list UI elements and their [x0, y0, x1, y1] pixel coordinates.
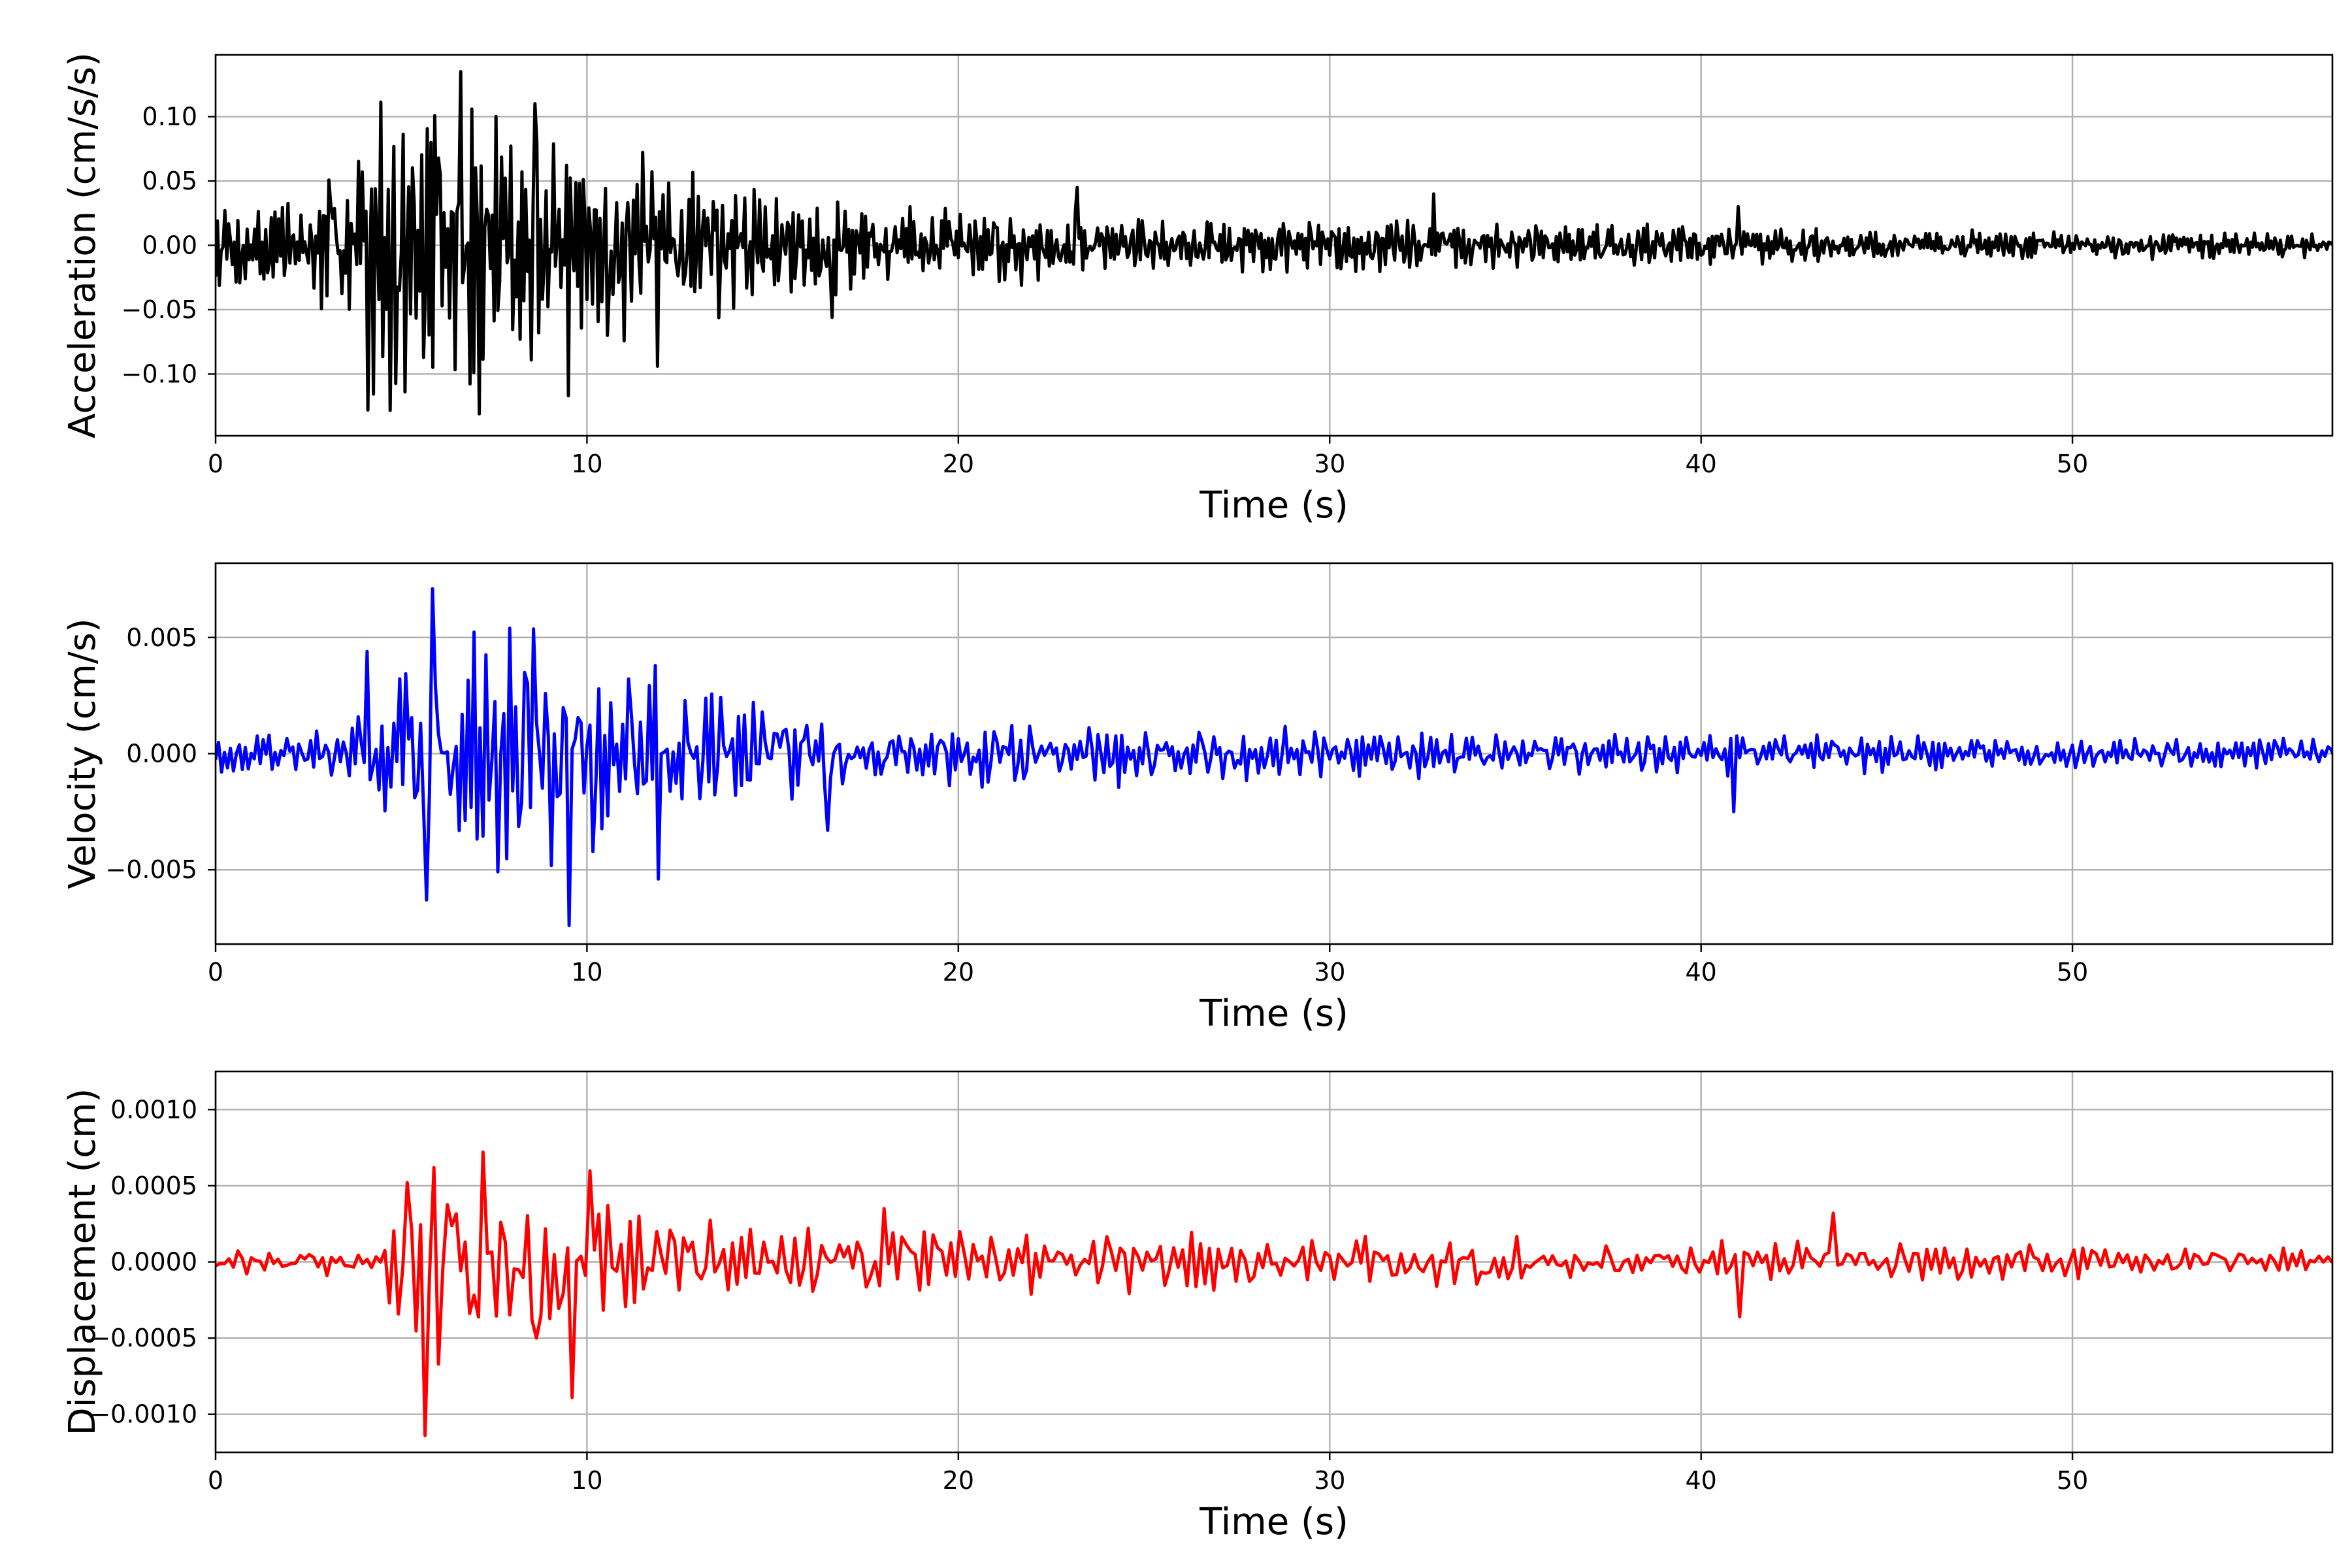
acceleration-series-line [216, 70, 2332, 416]
acceleration-y-tick-label: 0.05 [142, 167, 197, 195]
displacement-y-tick-label: 0.0005 [110, 1171, 197, 1200]
acceleration-x-tick-label: 50 [2057, 449, 2088, 478]
acceleration-x-tick-label: 20 [943, 449, 974, 478]
acceleration-y-tick-label: −0.05 [122, 295, 197, 324]
velocity-x-tick-label: 0 [208, 958, 223, 987]
velocity-x-tick-label: 20 [943, 958, 974, 987]
velocity-x-tick-label: 10 [571, 958, 602, 987]
displacement-x-axis-label: Time (s) [1199, 1501, 1348, 1543]
acceleration-y-tick-label: 0.10 [142, 103, 197, 131]
acceleration-y-axis-label: Acceleration (cm/s/s) [61, 52, 104, 438]
displacement-y-tick-label: 0.0010 [110, 1095, 197, 1124]
displacement-panel: 0 10 20 30 40 50 −0.0010 −0.0005 0.0000 0.0005 0.0… [61, 1070, 2334, 1543]
velocity-x-tick-label: 50 [2057, 958, 2088, 987]
displacement-y-tick-label: −0.0010 [90, 1400, 197, 1429]
displacement-x-tick-label: 40 [1686, 1466, 1717, 1495]
displacement-x-tick-label: 20 [943, 1466, 974, 1495]
displacement-x-tick-label: 50 [2057, 1466, 2088, 1495]
displacement-y-tick-label: −0.0005 [90, 1324, 197, 1352]
acceleration-y-tick-label: −0.10 [122, 359, 197, 388]
acceleration-y-tick-label: 0.00 [142, 231, 197, 260]
velocity-x-tick-label: 40 [1686, 958, 1717, 987]
acceleration-x-tick-label: 10 [571, 449, 602, 478]
velocity-y-tick-label: −0.005 [105, 855, 197, 884]
displacement-x-tick-label: 10 [571, 1466, 602, 1495]
velocity-y-tick-label: 0.000 [126, 740, 197, 768]
acceleration-x-tick-label: 40 [1686, 449, 1717, 478]
acceleration-x-tick-label: 30 [1314, 449, 1345, 478]
displacement-x-tick-label: 0 [208, 1466, 223, 1495]
velocity-series-line [216, 587, 2332, 928]
velocity-x-tick-label: 30 [1314, 958, 1345, 987]
displacement-y-axis-label: Displacement (cm) [61, 1088, 104, 1436]
velocity-panel: 0 10 20 30 40 50 −0.005 0.000 0.005 Time (s) Veloc… [61, 562, 2334, 1035]
velocity-y-tick-label: 0.005 [126, 623, 197, 652]
acceleration-panel: 0 10 20 30 40 50 −0.10 −0.05 0.00 0.05 0.10 Time (s… [61, 52, 2334, 527]
displacement-y-tick-label: 0.0000 [110, 1248, 197, 1277]
velocity-x-axis-label: Time (s) [1199, 992, 1348, 1035]
velocity-y-axis-label: Velocity (cm/s) [61, 618, 104, 889]
displacement-x-tick-label: 30 [1314, 1466, 1345, 1495]
displacement-series-line [216, 1151, 2332, 1437]
acceleration-x-tick-label: 0 [208, 449, 223, 478]
acceleration-x-axis-label: Time (s) [1199, 484, 1348, 527]
